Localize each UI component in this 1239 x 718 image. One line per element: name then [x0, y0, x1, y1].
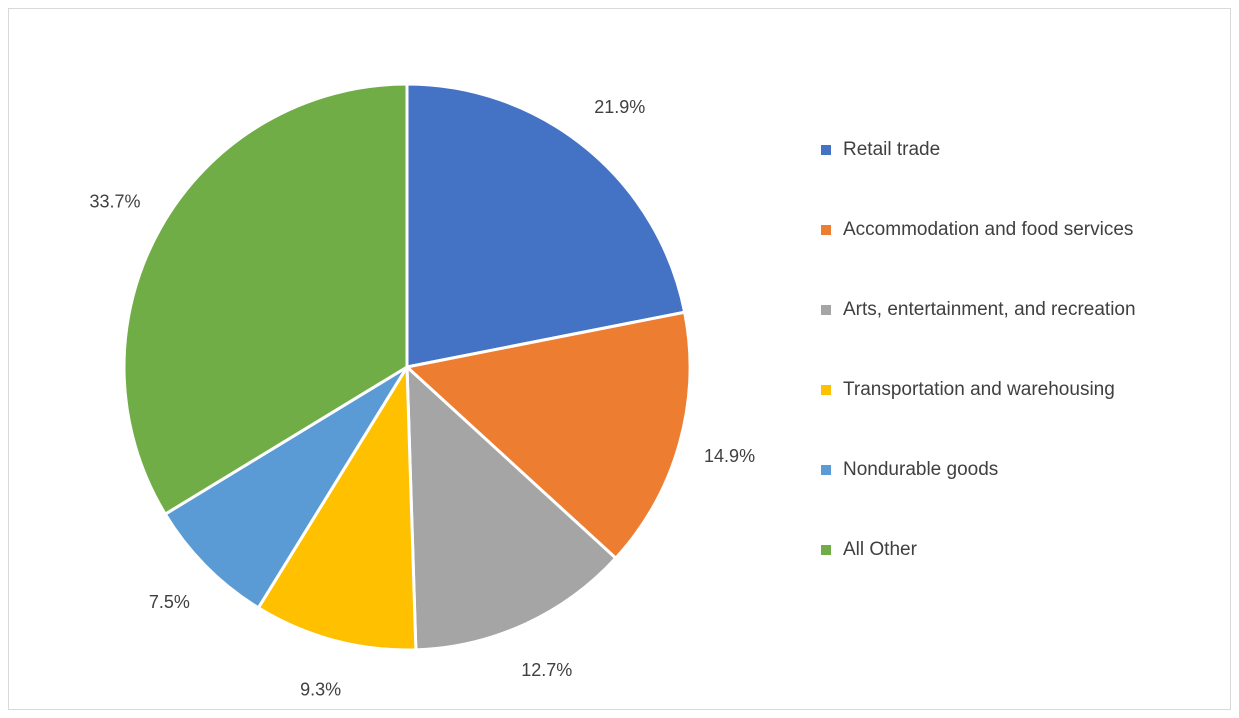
slice — [256, 365, 418, 652]
pie — [122, 82, 692, 652]
value-labels: 21.9% 14.9% 12.7% 9.3% 7.5% 33.7% — [89, 97, 755, 699]
legend-swatch — [821, 465, 831, 475]
legend-swatch — [821, 545, 831, 555]
legend-swatch — [821, 225, 831, 235]
legend: Retail trade Accommodation and food servi… — [821, 139, 1136, 560]
legend-swatch — [821, 305, 831, 315]
legend-label: Retail trade — [843, 139, 940, 160]
value-label: 33.7% — [89, 192, 140, 212]
legend-label: All Other — [843, 539, 918, 560]
value-label: 12.7% — [521, 660, 572, 680]
legend-label: Arts, entertainment, and recreation — [843, 299, 1136, 320]
slice — [163, 365, 409, 610]
legend-label: Accommodation and food services — [843, 219, 1133, 240]
legend-label: Transportation and warehousing — [843, 379, 1115, 400]
legend-label: Nondurable goods — [843, 459, 998, 480]
slice — [405, 310, 692, 560]
legend-swatch — [821, 145, 831, 155]
legend-swatch — [821, 385, 831, 395]
value-label: 14.9% — [704, 446, 755, 466]
slice — [405, 82, 687, 369]
value-label: 9.3% — [300, 679, 341, 699]
slice — [122, 82, 409, 516]
slice — [405, 365, 618, 652]
value-label: 7.5% — [149, 592, 190, 612]
value-label: 21.9% — [594, 97, 645, 117]
